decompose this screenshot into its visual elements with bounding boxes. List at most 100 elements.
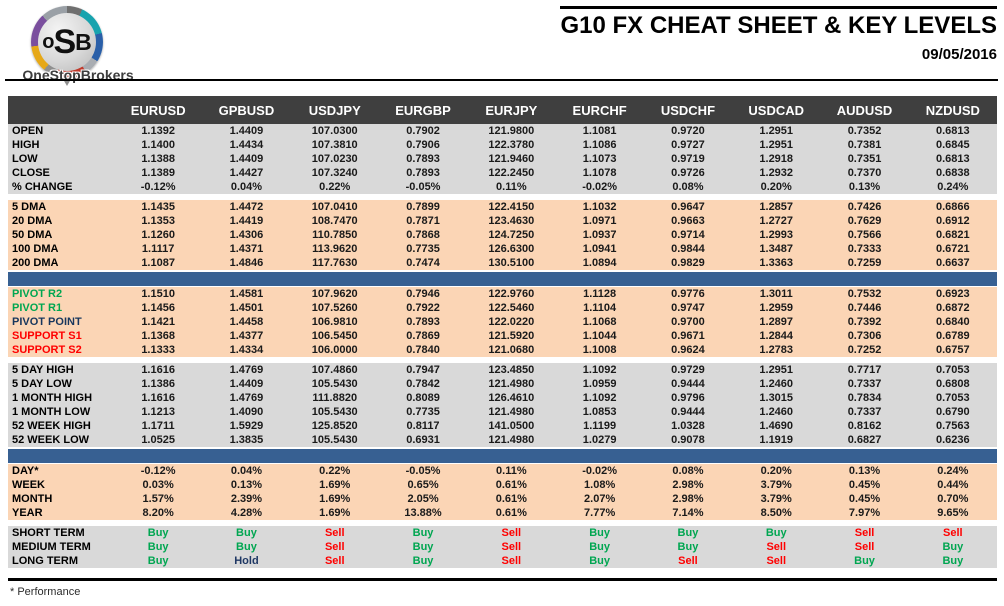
cell: 1.0853: [582, 406, 617, 418]
cell: 105.5430: [311, 434, 358, 446]
logo-letter-b: B: [75, 28, 92, 55]
cell: 0.65%: [407, 479, 439, 491]
cell: 0.9714: [671, 229, 705, 241]
cell: 0.13%: [230, 479, 263, 491]
cell: 1.4409: [229, 125, 264, 137]
cell: 0.7563: [936, 420, 970, 432]
cell: 0.61%: [495, 507, 527, 519]
cell: 2.05%: [407, 493, 439, 505]
cell: 1.4472: [229, 201, 264, 213]
cell: 0.6808: [936, 378, 970, 390]
cell: 107.0230: [311, 153, 358, 165]
cell: Buy: [412, 555, 434, 567]
cell: 0.7871: [406, 215, 440, 227]
table-row: PIVOT POINT 1.1421 1.4458 106.9810 0.7893 122…: [8, 315, 997, 329]
cell: 0.08%: [672, 465, 704, 477]
cell: 1.4334: [229, 344, 264, 356]
cell: 123.4630: [488, 215, 535, 227]
cell: 1.1919: [759, 434, 794, 446]
table-row: 52 WEEK HIGH 1.1711 1.5929 125.8520 0.8117 14…: [8, 419, 997, 433]
cell: 1.3363: [759, 257, 794, 269]
cell: 1.1073: [582, 153, 617, 165]
cell: 0.7834: [847, 392, 882, 404]
cell: Buy: [677, 541, 699, 553]
cell: 124.7250: [488, 229, 535, 241]
fx-table: EURUSD GPBUSD USDJPY EURGBP EURJPY EURCHF USDC…: [8, 96, 997, 568]
cell: 0.6789: [936, 330, 970, 342]
cell: 111.8820: [312, 392, 358, 404]
cell: 8.20%: [142, 507, 174, 519]
cell: Buy: [942, 541, 964, 553]
row-label: 1 MONTH HIGH: [12, 392, 93, 404]
row-label: 200 DMA: [12, 257, 59, 269]
cell: Buy: [147, 541, 169, 553]
cell: Buy: [589, 555, 611, 567]
cell: 1.1044: [582, 330, 617, 342]
table-row: 52 WEEK LOW 1.0525 1.3835 105.5430 0.6931 121…: [8, 433, 997, 448]
cell: 1.4427: [229, 167, 264, 179]
logo-letter-o: o: [42, 31, 55, 53]
table-row: 5 DAY LOW 1.1386 1.4409 105.5430 0.7842 121.4…: [8, 377, 997, 391]
cell: 1.4377: [229, 330, 264, 342]
cell: 126.4610: [488, 392, 535, 404]
cell: 0.24%: [937, 181, 969, 193]
table-row: 100 DMA 1.1117 1.4371 113.9620 0.7735 126.630…: [8, 242, 997, 256]
table-row: MEDIUM TERM Buy Buy Sell Buy Sell Buy Buy Sell Se…: [8, 540, 997, 554]
cell: 2.39%: [230, 493, 263, 505]
table-row: 1 MONTH LOW 1.1213 1.4090 105.5430 0.7735 121…: [8, 405, 997, 419]
cell: 108.7470: [311, 215, 358, 227]
cell: 1.0937: [582, 229, 617, 241]
cell: 7.14%: [672, 507, 704, 519]
cell: 107.5260: [311, 302, 358, 314]
table-row: 5 DMA 1.1435 1.4472 107.0410 0.7899 122.4150 1…: [8, 200, 997, 214]
cell: 0.6845: [936, 139, 970, 151]
row-label: 100 DMA: [12, 243, 59, 255]
cell: 117.7630: [312, 257, 358, 269]
cell: 1.4501: [229, 302, 264, 314]
cell: 0.9720: [671, 125, 705, 137]
cell: 1.1086: [582, 139, 617, 151]
cell: 0.44%: [937, 479, 969, 491]
cell: 107.3240: [311, 167, 358, 179]
table-row: SUPPORT S1 1.1368 1.4377 106.5450 0.7869 121.…: [8, 329, 997, 343]
cell: 1.2897: [759, 316, 794, 328]
cell: 121.5920: [488, 330, 535, 342]
cell: 1.1081: [582, 125, 617, 137]
section-performance: DAY* -0.12% 0.04% 0.22% -0.05% 0.11% -0.02% 0.0…: [8, 463, 997, 520]
cell: 0.7426: [847, 201, 882, 213]
cell: 0.7259: [847, 257, 882, 269]
cell: 2.98%: [672, 493, 704, 505]
cell: 126.6300: [488, 243, 535, 255]
cell: Sell: [854, 527, 875, 539]
row-label: LONG TERM: [12, 555, 78, 567]
masthead-rule: [5, 79, 998, 81]
cell: 1.1092: [582, 392, 617, 404]
cell: 0.6840: [936, 316, 970, 328]
cell: Buy: [854, 555, 875, 567]
cell: 0.7946: [406, 288, 440, 300]
footnote-rule: [8, 578, 997, 581]
cell: 0.61%: [495, 479, 527, 491]
cell: 0.11%: [496, 181, 527, 193]
cell: 121.4980: [488, 434, 535, 446]
cell: 0.61%: [495, 493, 527, 505]
column-header-usdchf: USDCHF: [643, 96, 733, 124]
row-label: DAY*: [12, 465, 39, 477]
cell: -0.12%: [140, 465, 176, 477]
cell: 1.1213: [141, 406, 175, 418]
cell: 0.7053: [936, 392, 970, 404]
cell: 1.2951: [759, 364, 794, 376]
cell: 1.0525: [141, 434, 175, 446]
cell: 130.5100: [488, 257, 535, 269]
cell: 1.0279: [582, 434, 617, 446]
cell: 0.6790: [936, 406, 970, 418]
cell: 0.7868: [406, 229, 440, 241]
cell: 0.9844: [671, 243, 705, 255]
cell: 0.7446: [847, 302, 882, 314]
cell: 0.7840: [406, 344, 440, 356]
cell: 0.7053: [936, 364, 970, 376]
cell: 1.2727: [759, 215, 794, 227]
cell: Sell: [324, 527, 345, 539]
cell: 1.2460: [759, 406, 794, 418]
cell: 1.1199: [583, 420, 617, 432]
